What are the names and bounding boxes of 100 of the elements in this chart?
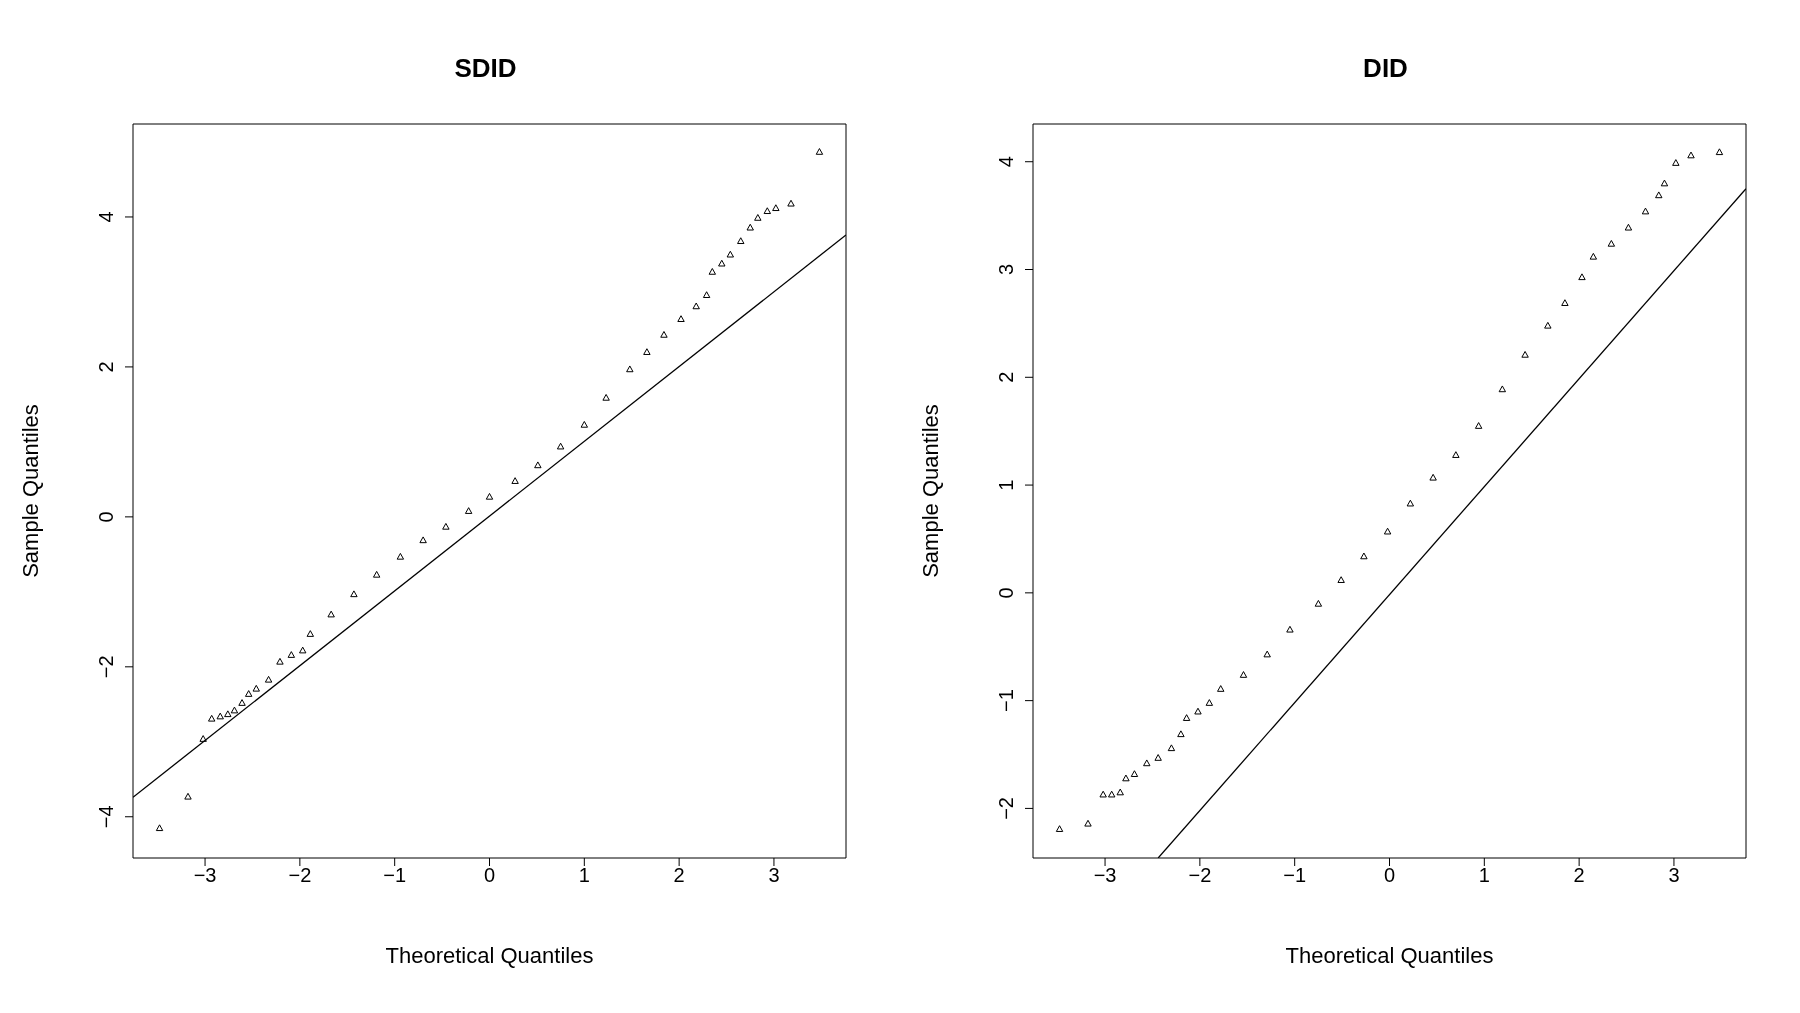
point: [815, 148, 824, 155]
y-tick-label: 4: [95, 211, 117, 223]
point: [1194, 707, 1202, 715]
point: [1660, 179, 1669, 187]
point: [1116, 788, 1124, 796]
point: [1561, 299, 1569, 306]
point: [287, 651, 296, 658]
point: [1498, 385, 1507, 393]
y-tick-label: 0: [95, 511, 117, 523]
point: [1122, 774, 1130, 782]
x-axis-title: Theoretical Quantiles: [1285, 943, 1494, 968]
point: [511, 477, 519, 484]
point: [1108, 790, 1116, 798]
x-tick-label: 0: [483, 864, 496, 887]
point: [464, 507, 473, 514]
point: [1589, 252, 1598, 260]
point: [1406, 499, 1415, 507]
point: [1143, 759, 1151, 767]
y-tick-label: 0: [995, 587, 1017, 599]
point: [1130, 770, 1139, 777]
point: [419, 536, 427, 544]
point: [787, 199, 795, 207]
point: [264, 675, 273, 683]
point: [763, 207, 771, 215]
point: [643, 348, 651, 355]
x-tick-label: −2: [288, 864, 312, 887]
y-tick-label: −2: [995, 797, 1017, 820]
point: [184, 792, 192, 800]
point: [1578, 273, 1586, 281]
point: [1167, 744, 1176, 752]
x-tick-label: −3: [1093, 864, 1117, 887]
point: [1337, 576, 1345, 583]
point: [1263, 650, 1271, 658]
y-tick-label: 3: [995, 263, 1017, 276]
point: [746, 223, 754, 231]
point: [708, 268, 717, 275]
point: [1217, 685, 1225, 692]
point: [1474, 422, 1483, 429]
point: [1641, 207, 1650, 215]
point: [230, 706, 239, 714]
chart-title: DID: [1362, 53, 1409, 84]
point: [726, 250, 735, 258]
point: [1055, 825, 1064, 832]
x-tick-label: 0: [1383, 864, 1396, 887]
x-tick-label: 2: [673, 864, 685, 887]
point: [737, 237, 745, 245]
y-tick-label: −1: [995, 689, 1017, 713]
point: [772, 204, 780, 212]
point: [372, 570, 381, 578]
point: [299, 646, 307, 654]
y-tick-label: −2: [95, 655, 117, 679]
point: [1177, 730, 1185, 738]
x-tick-label: −1: [383, 864, 407, 887]
x-tick-label: 1: [578, 864, 590, 887]
point: [1084, 819, 1092, 827]
y-tick-label: 2: [995, 371, 1017, 383]
point: [626, 365, 634, 373]
point: [485, 492, 494, 500]
x-tick-label: 3: [1668, 864, 1680, 887]
point: [1655, 191, 1663, 199]
point: [1099, 790, 1107, 798]
point: [718, 259, 726, 267]
point: [216, 712, 224, 720]
point: [1154, 754, 1162, 761]
point: [327, 610, 335, 618]
y-tick-label: 1: [995, 479, 1017, 491]
point: [602, 393, 610, 401]
point: [556, 442, 565, 450]
point: [692, 302, 700, 310]
point: [1360, 552, 1368, 560]
point: [702, 291, 711, 298]
point: [244, 690, 253, 697]
point: [1429, 473, 1437, 481]
point: [306, 630, 314, 637]
point: [1452, 451, 1460, 458]
point: [396, 552, 405, 560]
point: [442, 522, 450, 530]
point: [677, 315, 685, 322]
point: [350, 590, 358, 598]
point: [1286, 625, 1294, 633]
point: [580, 420, 589, 428]
point: [534, 461, 542, 469]
x-tick-label: 2: [1573, 864, 1585, 887]
point: [660, 330, 668, 338]
point: [1624, 223, 1633, 231]
y-tick-label: 2: [95, 361, 117, 373]
point: [1205, 699, 1214, 706]
point: [1239, 671, 1248, 678]
point: [199, 735, 207, 742]
x-tick-label: −2: [1188, 864, 1212, 887]
point: [1521, 350, 1529, 358]
point: [1607, 239, 1616, 247]
chart-title: SDID: [453, 53, 518, 84]
x-tick-label: 3: [768, 864, 780, 887]
point: [155, 824, 164, 832]
x-tick-label: 1: [1478, 864, 1490, 887]
y-tick-label: 4: [995, 156, 1017, 168]
point: [1383, 527, 1392, 535]
point: [208, 714, 216, 722]
point: [1687, 151, 1695, 159]
